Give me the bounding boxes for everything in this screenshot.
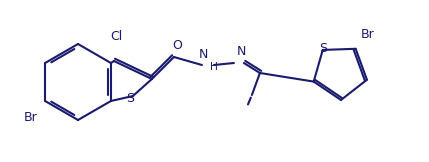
- Text: Cl: Cl: [110, 30, 122, 43]
- Text: N: N: [237, 45, 246, 58]
- Text: S: S: [319, 42, 327, 55]
- Text: Br: Br: [23, 111, 37, 124]
- Text: N: N: [199, 48, 208, 61]
- Text: S: S: [126, 92, 134, 104]
- Text: O: O: [172, 39, 182, 52]
- Text: H: H: [210, 62, 218, 72]
- Text: Br: Br: [361, 28, 375, 41]
